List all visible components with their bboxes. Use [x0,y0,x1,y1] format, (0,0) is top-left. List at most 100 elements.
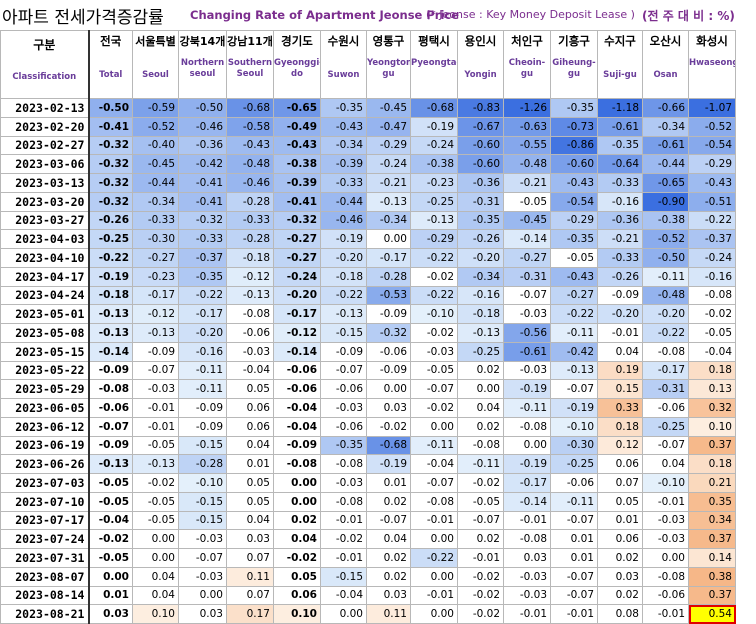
value-cell: 0.18 [688,360,736,381]
value-cell: 0.19 [597,360,643,381]
value-cell: -0.61 [597,116,643,137]
value-cell: -0.40 [132,135,179,156]
value-cell: -0.01 [642,604,689,624]
value-cell: -0.46 [320,210,367,231]
value-cell: -0.07 [366,510,411,531]
value-cell: -0.21 [503,173,551,193]
column-header-13: 오산시 Osan [642,30,689,99]
column-header-en: Osan [653,70,678,80]
value-cell: -0.01 [320,510,367,531]
row-date: 2023-02-27 [0,135,89,156]
value-cell: -0.19 [366,454,411,474]
value-cell: 0.04 [457,398,504,418]
row-date: 2023-04-10 [0,248,89,268]
column-header-en: Cheoin-gu [508,58,546,79]
value-cell: -0.02 [410,323,458,343]
value-cell: -0.23 [410,173,458,193]
value-cell: -0.45 [366,98,411,118]
value-cell: -0.08 [320,454,367,474]
value-cell: -0.04 [688,341,736,362]
value-cell: -0.08 [87,379,133,399]
value-cell: 0.07 [226,548,274,568]
value-cell: -0.24 [273,266,321,287]
value-cell: -0.35 [457,210,504,231]
row-date: 2023-05-01 [0,304,89,324]
row-date: 2023-05-08 [0,323,89,343]
column-header-4: 강남11개 Southern Seoul [226,30,274,99]
value-cell: 0.01 [226,454,274,474]
value-cell: -0.21 [597,229,643,249]
value-cell: 0.05 [226,473,274,493]
value-cell: -0.02 [457,566,504,587]
column-header-ko: 기흥구 [558,34,590,48]
value-cell: -0.31 [503,266,551,287]
value-cell: -0.20 [178,323,227,343]
value-cell: -0.01 [550,604,598,624]
value-cell: -0.13 [87,323,133,343]
value-cell: -0.04 [273,398,321,418]
table-row: 2023-04-03 -0.25 -0.30 -0.33 -0.28 -0.27 -0.19… [0,229,736,249]
value-cell: -0.03 [642,510,689,531]
value-cell: 0.02 [457,416,504,437]
value-cell: 0.05 [273,566,321,587]
value-cell: -0.13 [87,304,133,324]
value-cell: -0.38 [410,154,458,174]
value-cell: 0.10 [273,604,321,624]
value-cell: -0.41 [273,191,321,212]
value-cell: -0.11 [503,398,551,418]
value-cell: -0.19 [503,454,551,474]
value-cell: -0.31 [457,191,504,212]
value-cell: -0.07 [178,548,227,568]
value-cell: -0.06 [366,341,411,362]
value-cell: -0.09 [178,398,227,418]
value-cell: -0.26 [597,266,643,287]
value-cell: -0.17 [503,473,551,493]
value-cell: -0.01 [503,510,551,531]
value-cell: -0.73 [550,116,598,137]
value-cell: -0.22 [688,210,736,231]
value-cell: -0.15 [178,510,227,531]
value-cell: -0.05 [550,248,598,268]
value-cell: -0.01 [410,585,458,606]
value-cell: -0.10 [178,473,227,493]
value-cell: -0.02 [132,473,179,493]
table-row: 2023-06-26 -0.13 -0.13 -0.28 0.01 -0.08 -0.08-… [0,454,736,474]
column-header-en: Giheung-gu [552,58,596,79]
value-cell: -0.54 [550,191,598,212]
value-cell: -0.08 [688,285,736,306]
value-cell: -1.07 [688,98,736,118]
table-row: 2023-08-07 0.00 0.04 -0.03 0.11 0.05 -0.15 0.02… [0,566,736,587]
value-cell: -0.27 [273,248,321,268]
value-cell: 0.02 [457,360,504,381]
column-header-en: Seoul [142,70,169,80]
jeonse-rate-table: 구분 Classification 전국 Total 서울특별 Seoul 강북14개 N… [0,30,736,624]
value-cell: -0.01 [642,491,689,512]
table-row: 2023-07-10 -0.05 -0.05 -0.15 0.05 0.00 -0.08 0.… [0,491,736,512]
value-cell: -0.08 [642,566,689,587]
value-cell: -1.26 [503,98,551,118]
value-cell: -0.52 [642,229,689,249]
value-cell: -0.03 [503,566,551,587]
value-cell: -0.15 [178,491,227,512]
value-cell: 0.06 [273,585,321,606]
value-cell: -0.46 [178,116,227,137]
row-date: 2023-06-05 [0,398,89,418]
value-cell: -0.66 [642,98,689,118]
value-cell: 0.10 [132,604,179,624]
value-cell: -0.13 [132,454,179,474]
column-header-en: Yongin [464,70,497,80]
value-cell: -0.01 [457,548,504,568]
value-cell: -0.20 [597,304,643,324]
corner-header: 구분 Classification [0,30,89,99]
value-cell: 0.00 [87,566,133,587]
value-cell: -0.41 [178,173,227,193]
value-cell: 0.04 [226,435,274,456]
value-cell: -0.02 [410,266,458,287]
value-cell: -0.25 [457,341,504,362]
value-cell: 0.05 [226,491,274,512]
value-cell: -0.29 [366,135,411,156]
value-cell: -0.35 [550,98,598,118]
value-cell: -0.02 [87,529,133,549]
value-cell: -1.18 [597,98,643,118]
value-cell: -0.43 [320,116,367,137]
